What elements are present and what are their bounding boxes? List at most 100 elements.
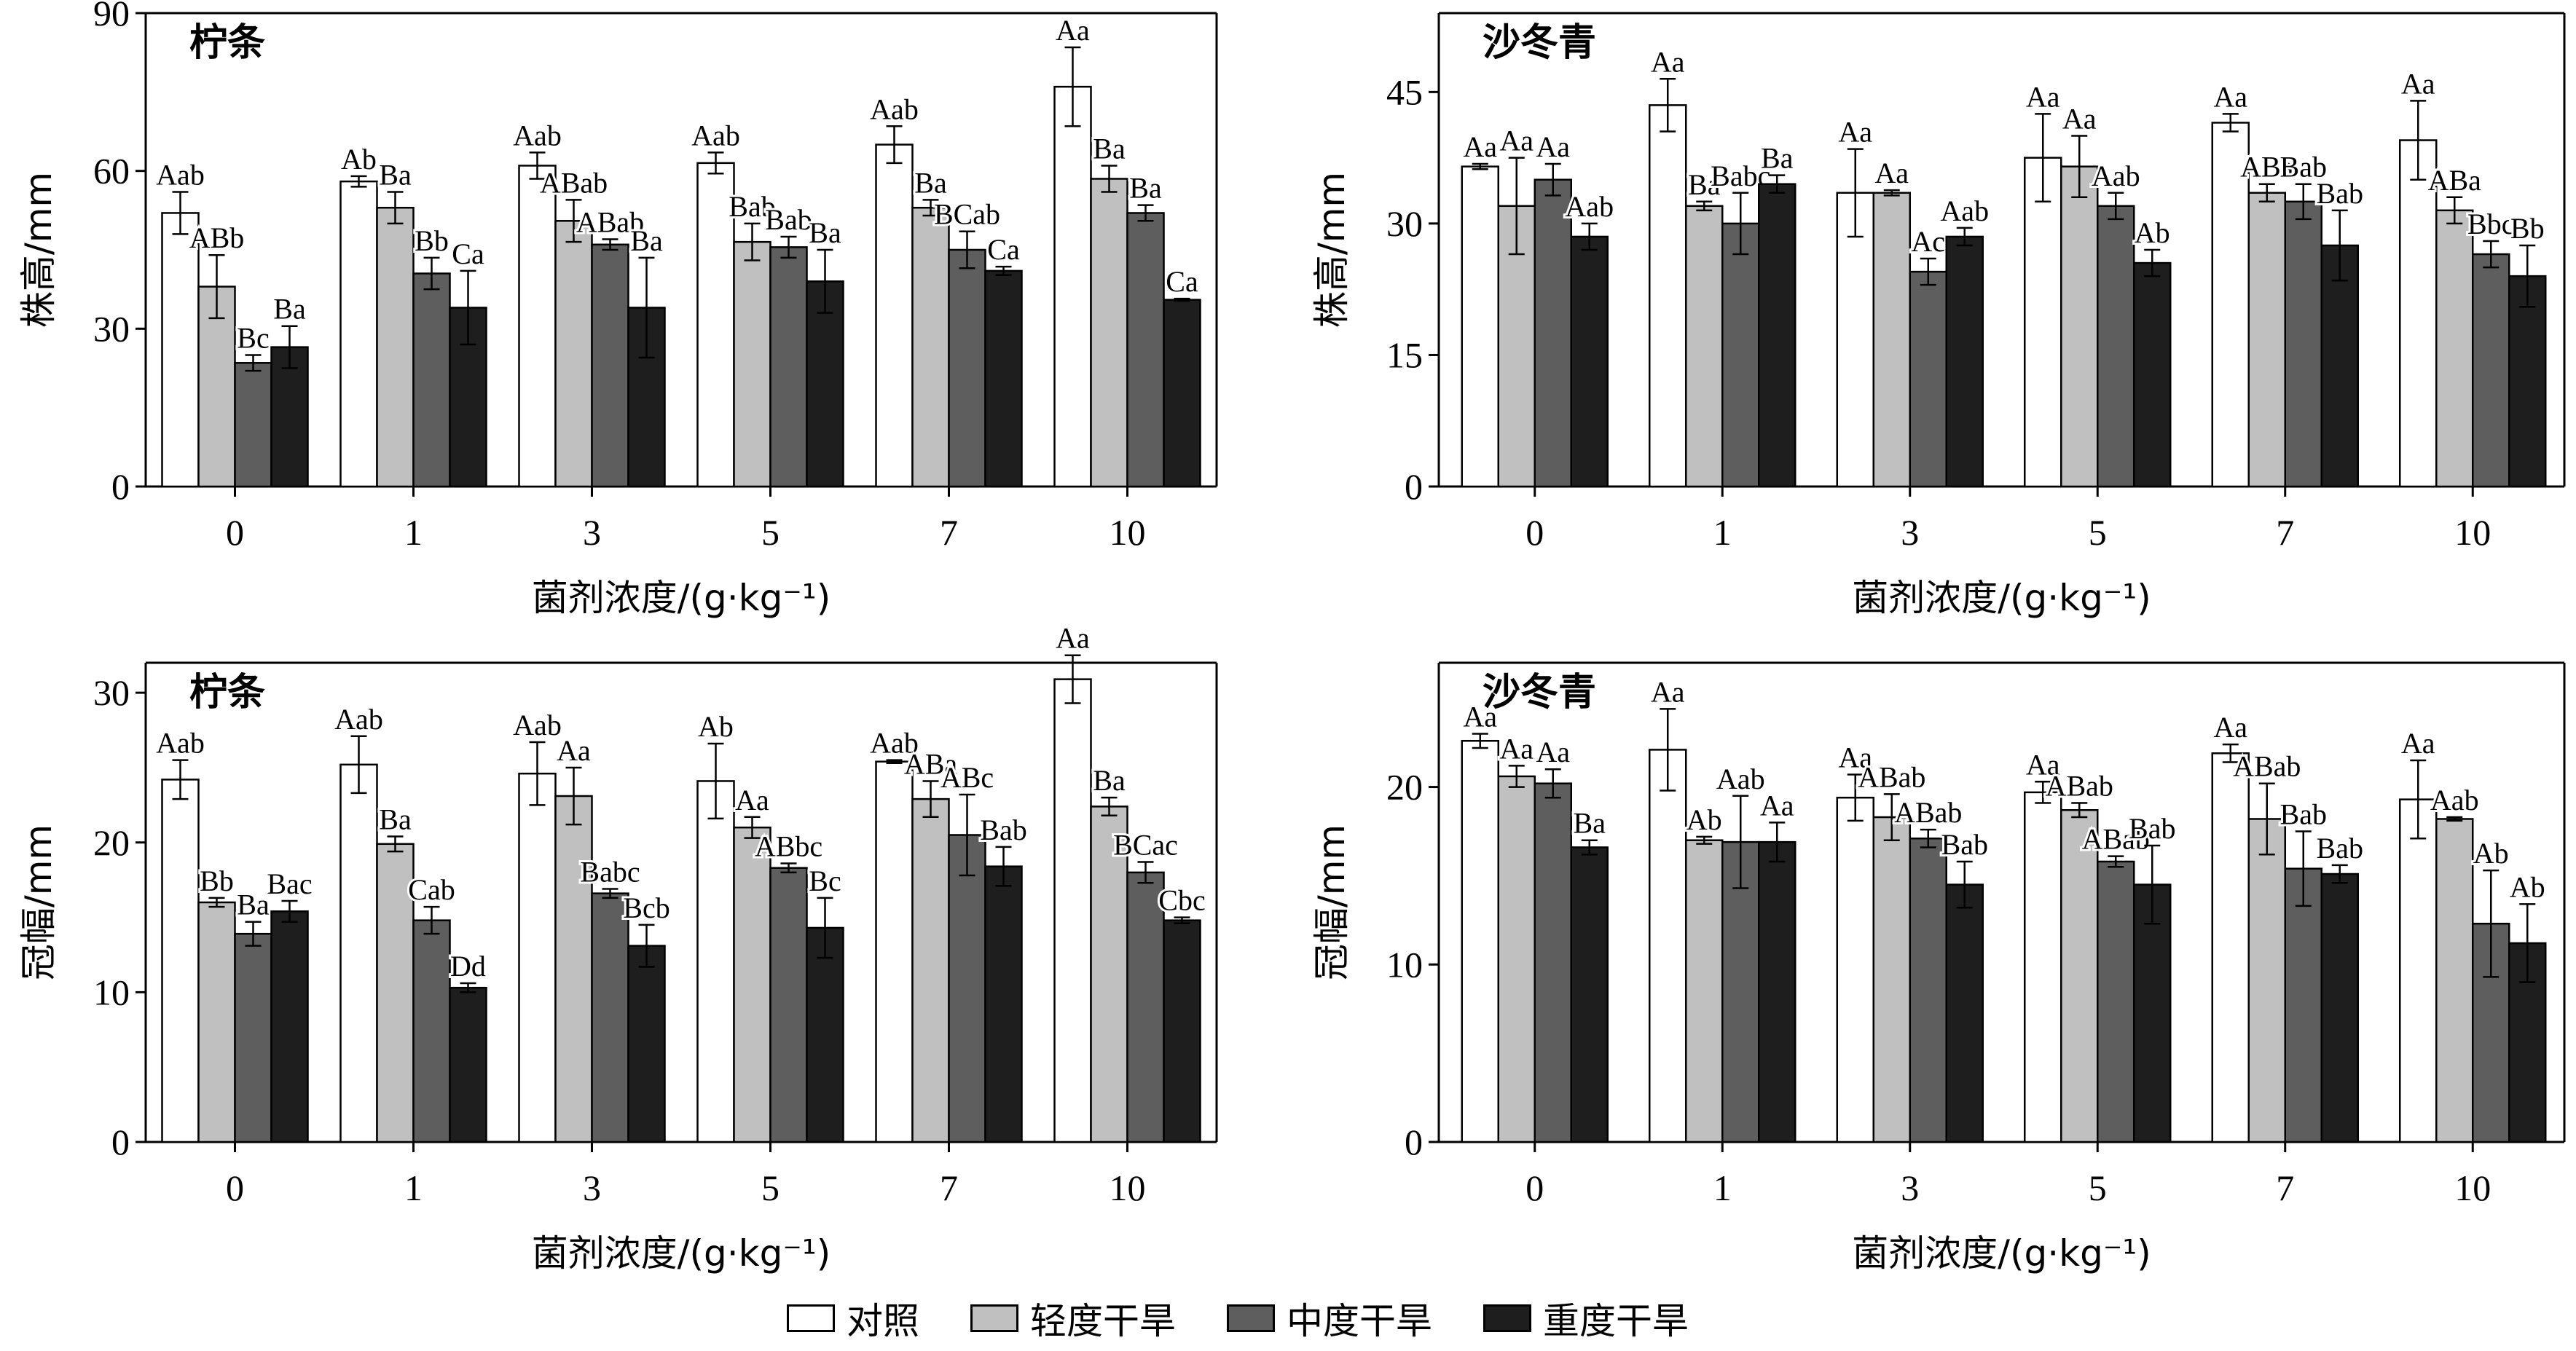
significance-label: Aa — [1056, 14, 1090, 47]
x-axis-label: 菌剂浓度/(g·kg⁻¹) — [1852, 577, 2151, 619]
panel-title: 沙冬青 — [1483, 21, 1596, 65]
bar — [1090, 178, 1128, 488]
bar — [2320, 244, 2359, 488]
significance-label: Aab — [1940, 194, 1989, 227]
significance-label: Aa — [1463, 130, 1497, 163]
significance-label: ABab — [1858, 760, 1925, 793]
x-tick-label: 0 — [226, 512, 244, 553]
bar — [1649, 104, 1687, 488]
y-tick-label: 0 — [1405, 466, 1423, 507]
panel-title: 柠条 — [189, 21, 265, 65]
significance-label: Ab — [2473, 837, 2509, 870]
significance-label: Aa — [1838, 116, 1872, 149]
bar — [2060, 809, 2099, 1143]
x-tick-label: 5 — [761, 512, 780, 553]
panel-title: 柠条 — [189, 671, 265, 714]
bar — [984, 269, 1023, 488]
bar — [1945, 883, 1984, 1143]
significance-label: Ba — [379, 803, 412, 836]
significance-label: ABbc — [755, 830, 822, 863]
bar — [1649, 749, 1687, 1143]
bar — [339, 180, 378, 488]
significance-label: Aa — [2026, 80, 2060, 113]
x-tick-label: 7 — [940, 1167, 958, 1208]
significance-label: Bc — [809, 864, 841, 897]
bar — [376, 206, 415, 488]
significance-label: Ba — [379, 159, 412, 192]
significance-label: Aab — [156, 159, 205, 192]
bar — [1685, 205, 1724, 488]
legend-label-severe-drought: 重度干旱 — [1543, 1300, 1689, 1342]
bar — [1461, 165, 1499, 488]
significance-label: Babc — [580, 855, 640, 888]
bar — [270, 910, 309, 1143]
significance-label: Bbc — [2467, 208, 2514, 240]
bar — [197, 901, 236, 1143]
bar — [1163, 299, 1201, 488]
x-tick-label: 3 — [1901, 1167, 1919, 1208]
significance-label: BCac — [1113, 828, 1178, 861]
bar — [769, 867, 808, 1143]
significance-label: Bab — [2280, 151, 2327, 184]
significance-label: Aa — [2401, 67, 2435, 100]
x-tick-label: 7 — [2276, 512, 2294, 553]
bar — [1872, 192, 1911, 488]
significance-label: Ab — [2510, 870, 2545, 903]
bar — [806, 926, 844, 1143]
bar — [2211, 752, 2250, 1143]
x-tick-label: 0 — [1525, 1167, 1544, 1208]
significance-label: Dd — [450, 950, 486, 982]
significance-label: Ba — [1761, 142, 1794, 175]
x-tick-label: 1 — [1713, 512, 1732, 553]
bar — [2435, 818, 2474, 1143]
significance-label: Bb — [2510, 212, 2545, 245]
bar — [1721, 840, 1760, 1143]
bar — [591, 243, 629, 488]
bar — [1053, 678, 1092, 1143]
significance-label: Aa — [1056, 622, 1090, 655]
bar — [554, 220, 593, 488]
significance-label: ABb — [189, 221, 245, 254]
x-tick-label: 3 — [1901, 512, 1919, 553]
significance-label: Ca — [452, 237, 484, 270]
bar — [911, 797, 950, 1143]
x-tick-label: 0 — [1525, 512, 1544, 553]
significance-label: Ba — [1688, 168, 1721, 201]
bar — [1053, 85, 1092, 488]
bar — [234, 932, 272, 1143]
significance-label: Ca — [987, 233, 1020, 266]
legend-item-light-drought: 轻度干旱 — [970, 1292, 1176, 1344]
significance-label: Aab — [334, 703, 383, 736]
bar — [518, 772, 557, 1143]
bar — [412, 919, 451, 1143]
significance-label: Aa — [2062, 103, 2097, 135]
x-tick-label: 5 — [2089, 512, 2107, 553]
significance-label: Aa — [1499, 125, 1534, 157]
bar — [1570, 846, 1609, 1143]
y-tick-label: 45 — [1386, 71, 1423, 112]
significance-label: ABab — [2233, 750, 2301, 783]
significance-label: ABab — [2046, 770, 2113, 803]
bar — [1534, 178, 1572, 488]
significance-label: Aab — [513, 709, 562, 741]
x-tick-label: 10 — [2454, 1167, 2491, 1208]
x-axis-label: 菌剂浓度/(g·kg⁻¹) — [1852, 1232, 2151, 1275]
significance-label: Bab — [1941, 828, 1988, 861]
y-tick-label: 0 — [1405, 1122, 1423, 1162]
significance-label: Bcb — [623, 891, 669, 924]
significance-label: Aa — [1651, 675, 1685, 708]
bar — [1721, 222, 1760, 488]
significance-label: Aa — [1760, 789, 1794, 822]
significance-label: Bab — [2280, 798, 2327, 831]
bar — [1090, 806, 1128, 1143]
bar — [875, 760, 914, 1143]
bar — [2284, 867, 2322, 1143]
bar — [2060, 165, 2099, 488]
bar — [1685, 839, 1724, 1143]
x-tick-label: 10 — [1110, 1167, 1146, 1208]
significance-label: Aa — [1651, 45, 1685, 78]
significance-label: Aab — [691, 119, 740, 151]
significance-label: Bb — [415, 224, 449, 257]
bar — [1945, 235, 1984, 488]
